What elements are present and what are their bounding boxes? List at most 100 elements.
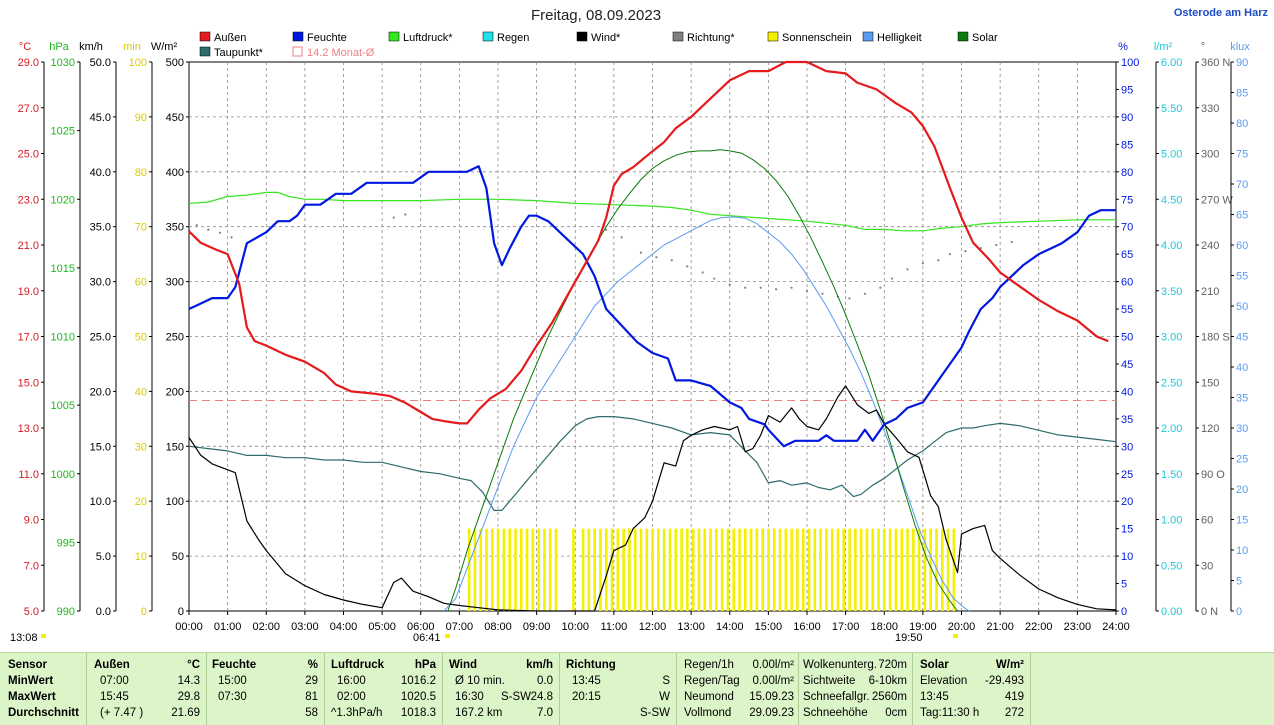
stats-cell: 0.00l/m²	[752, 675, 794, 687]
stats-luftdruck-unit: hPa	[414, 659, 436, 671]
y-tick-label-pct: 65	[1121, 249, 1133, 261]
sunshine-bar	[622, 528, 625, 611]
y-tick-label-pct: 70	[1121, 222, 1133, 234]
x-tick-label: 15:00	[755, 621, 783, 633]
stats-cell: 16:00	[337, 675, 366, 687]
sunshine-bar	[543, 528, 546, 611]
y-tick-label-klux: 70	[1236, 179, 1248, 191]
sunshine-bar	[801, 528, 805, 611]
stats-row-label: Durchschnitt	[8, 707, 79, 719]
x-tick-label: 06:00	[407, 621, 435, 633]
direction-dot	[620, 236, 623, 239]
y-tick-label-pct: 5	[1121, 579, 1127, 591]
legend-label: Regen	[497, 32, 529, 44]
y-tick-label-wm2: 250	[166, 332, 184, 344]
sunshine-bar	[865, 528, 869, 611]
y-tick-label-deg: 270 W	[1201, 194, 1233, 206]
sunshine-bar	[651, 528, 654, 611]
stats-cell: 02:00	[337, 691, 366, 703]
y-tick-label-pct: 45	[1121, 359, 1133, 371]
y-tick-label-deg: 0 N	[1201, 606, 1218, 618]
stats-luftdruck-col: Luftdruck hPa 16:00 1016.2 02:00 1020.5 ^1.…	[331, 657, 436, 721]
x-tick-label: 10:00	[561, 621, 589, 633]
direction-dot	[863, 292, 867, 295]
y-tick-label-kmh: 0.0	[96, 606, 111, 618]
sunshine-bar	[825, 528, 828, 611]
marks: 13:08 06:41 19:50	[10, 60, 1117, 644]
legend-label: Wind*	[591, 32, 621, 44]
sunshine-bar	[691, 528, 695, 611]
y-tick-label-temp: 19.0	[18, 286, 39, 298]
x-tick-label: 19:00	[909, 621, 937, 633]
sunshine-bar	[888, 528, 892, 611]
sunshine-bar	[883, 528, 886, 611]
y-tick-label-lm2: 2.50	[1161, 377, 1182, 389]
y-tick-label-wm2: 300	[166, 277, 184, 289]
direction-dot	[605, 228, 608, 231]
stats-cell: (+ 7.47 )	[100, 707, 144, 719]
y-tick-label-pct: 0	[1121, 606, 1127, 618]
direction-dot	[195, 224, 198, 227]
stats-solar-header: Solar	[920, 659, 949, 671]
sunshine-bar	[473, 528, 477, 611]
y-tick-label-pct: 20	[1121, 496, 1133, 508]
y-tick-label-min: 20	[135, 496, 147, 508]
stats-cell: 15:00	[218, 675, 247, 687]
stats-cell: 81	[305, 691, 318, 703]
stats-cell: 1016.2	[400, 675, 436, 687]
sunshine-bar	[581, 528, 585, 611]
legend-label: Sonnenschein	[782, 32, 852, 44]
x-tick-label: 08:00	[484, 621, 512, 633]
y-tick-label-lm2: 2.00	[1161, 423, 1182, 435]
legend-label: Luftdruck*	[403, 32, 453, 44]
axis-title-klux: klux	[1230, 41, 1250, 53]
series-line-luftdruck	[188, 191, 1116, 232]
stats-cell: 0.00l/m²	[752, 659, 794, 671]
y-tick-label-pct: 50	[1121, 332, 1133, 344]
sunshine-bar	[842, 528, 846, 611]
axis-title-lm2: l/m²	[1154, 41, 1173, 53]
legend-label: 14.2 Monat-Ø	[307, 47, 375, 59]
y-tick-label-min: 60	[135, 277, 147, 289]
stats-cell: 07:30	[218, 691, 247, 703]
y-tick-label-klux: 50	[1236, 301, 1248, 313]
stats-cell: 1018.3	[400, 707, 436, 719]
sunshine-bar	[848, 528, 851, 611]
legend-swatch	[388, 31, 400, 42]
stats-cell: 167.2 km	[455, 707, 503, 719]
y-tick-label-deg: 240	[1201, 240, 1219, 252]
y-tick-label-klux: 65	[1236, 210, 1248, 222]
sunshine-bar	[836, 528, 840, 611]
y-tick-label-min: 70	[135, 222, 147, 234]
legend-swatch	[199, 46, 211, 57]
y-tick-label-wm2: 50	[172, 551, 184, 563]
x-tick-label: 13:00	[677, 621, 705, 633]
sunshine-bar	[593, 528, 596, 611]
stats-aussen-col: Außen °C 07:00 14.3 15:45 29.8 (+ 7.47 ) 21.…	[94, 657, 200, 721]
y-tick-label-hpa: 995	[57, 537, 75, 549]
series-line-helligkeit	[443, 216, 970, 612]
stats-cell: Vollmond	[684, 707, 732, 719]
y-tick-label-min: 80	[135, 167, 147, 179]
sunshine-bar	[854, 528, 857, 611]
stats-cell: 29	[305, 675, 318, 687]
y-tick-label-klux: 40	[1236, 362, 1248, 374]
legend-swatch	[862, 31, 874, 42]
y-tick-label-min: 30	[135, 441, 147, 453]
y-tick-label-pct: 85	[1121, 139, 1133, 151]
stats-cell: 20:15	[572, 691, 601, 703]
stats-cell: 720m	[878, 659, 907, 671]
y-tick-label-deg: 120	[1201, 423, 1219, 435]
y-tick-label-klux: 0	[1236, 606, 1242, 618]
sunshine-bar	[572, 528, 575, 611]
sunshine-bar	[784, 528, 788, 611]
x-tick-label: 23:00	[1064, 621, 1092, 633]
stats-cell: 58	[305, 707, 318, 719]
y-tick-label-hpa: 1025	[51, 126, 75, 138]
sunshine-bar	[749, 528, 753, 611]
axis-title-min: min	[123, 41, 141, 53]
y-tick-label-hpa: 990	[57, 606, 75, 618]
sunshine-bar	[697, 528, 701, 611]
y-tick-label-min: 90	[135, 112, 147, 124]
y-tick-label-deg: 90 O	[1201, 469, 1225, 481]
